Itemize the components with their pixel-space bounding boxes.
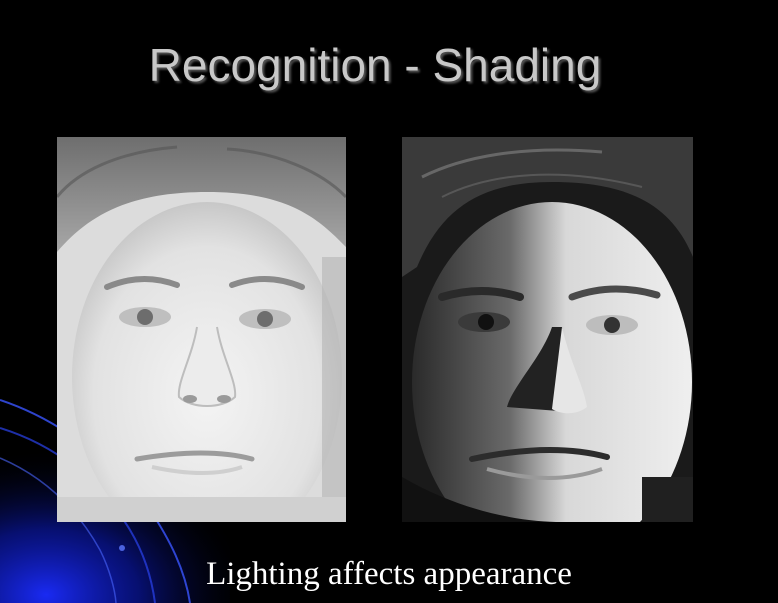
slide-caption: Lighting affects appearance — [206, 556, 572, 592]
face-photo-frontal-light — [57, 137, 346, 522]
face-photo-side-light — [402, 137, 693, 522]
slide-title: Recognition - Shading — [148, 39, 602, 91]
